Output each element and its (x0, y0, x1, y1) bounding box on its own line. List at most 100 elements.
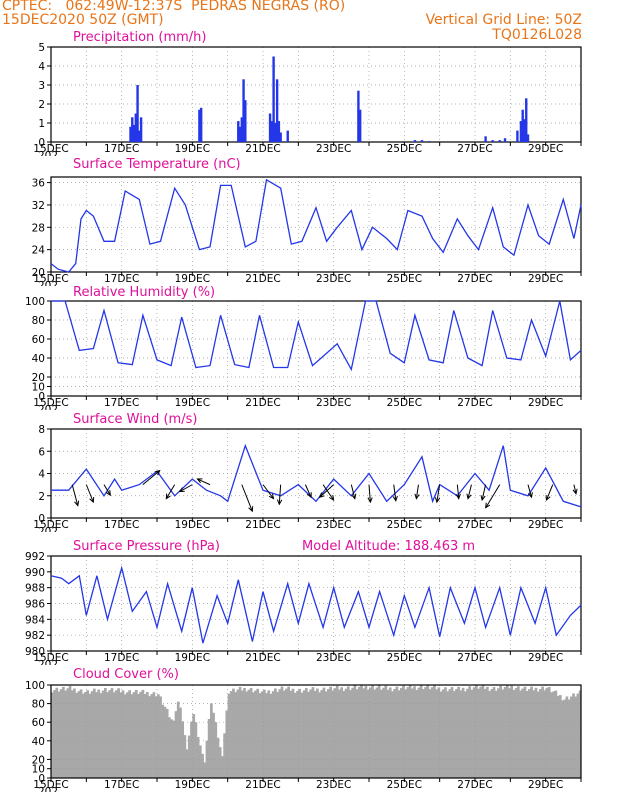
y-tick-label: 2 (38, 99, 45, 111)
y-tick-label: 32 (32, 200, 45, 212)
cloud-bar (218, 747, 222, 778)
cloud-bar (369, 687, 372, 778)
cloud-bar (117, 688, 120, 778)
y-tick-label: 24 (32, 245, 46, 257)
cloud-bar (249, 687, 253, 778)
cloud-bar (289, 690, 293, 778)
wind-arrow (241, 484, 253, 512)
y-tick-label: 4 (38, 61, 45, 73)
cloud-bar (353, 685, 357, 778)
cloud-bar (198, 745, 202, 778)
precip-bar (138, 130, 141, 142)
cloud-bar (430, 687, 434, 778)
y-tick-label: 20 (32, 372, 45, 384)
x-tick-label: 25DEC (387, 397, 422, 409)
x-tick-year-label: 202 (38, 280, 58, 292)
cloud-bar (216, 737, 220, 778)
cloud-bar (536, 691, 540, 778)
precip-bar (272, 56, 275, 142)
cloud-bar (497, 688, 500, 778)
cloud-bar (313, 690, 317, 778)
precip-bar (270, 121, 274, 142)
precip-bar (131, 117, 134, 142)
cloud-bar (278, 689, 282, 778)
cloud-bar (104, 687, 107, 778)
x-tick-label: 17DEC (104, 397, 139, 409)
precip-bar (240, 117, 243, 142)
cloud-bar (212, 712, 215, 778)
y-tick-label: 982 (25, 630, 45, 642)
wind-arrow (573, 484, 577, 494)
cloud-bar (355, 689, 359, 778)
cloud-bar (481, 685, 485, 778)
cloud-bar (397, 690, 401, 778)
x-tick-label: 15DEC (33, 397, 68, 409)
x-tick-label: 29DEC (528, 519, 563, 531)
cloud-bar (254, 690, 257, 778)
cloud-bar (437, 687, 441, 778)
precip-bar (516, 130, 519, 142)
cloud-bar (123, 694, 127, 778)
panel-frame (50, 428, 582, 519)
x-tick-label: 23DEC (316, 519, 351, 531)
cloud-bar (413, 686, 416, 778)
wind-arrow (319, 484, 335, 498)
wind-arrow-head (414, 493, 420, 500)
cloud-bar (410, 688, 414, 778)
wind-arrow-head (527, 492, 533, 499)
cloud-bar (373, 689, 377, 778)
y-tick-label: 8 (38, 424, 45, 436)
cloud-bar (203, 762, 207, 778)
cloud-bar (545, 687, 549, 778)
precip-bar (413, 140, 417, 142)
cloud-bar (499, 685, 502, 778)
cloud-bar (563, 699, 567, 778)
cloud-bar (371, 685, 374, 778)
panel-1: Surface Temperature (nC) 20 24 28 32 36 15DEC 1… (32, 157, 582, 292)
cloud-bar (274, 688, 277, 778)
y-tick-label: 60 (32, 334, 45, 346)
cloud-bar (461, 687, 465, 778)
cloud-bar (196, 737, 200, 778)
cloud-bar (402, 685, 405, 778)
x-tick-label: 21DEC (245, 519, 280, 531)
wind-arrow-head (367, 497, 373, 504)
x-tick-label: 19DEC (175, 652, 210, 664)
cloud-bar (232, 688, 235, 778)
cloud-bar (302, 690, 306, 778)
cloud-bar (523, 686, 527, 778)
y-tick-label: 28 (32, 222, 45, 234)
cloud-bar (550, 692, 553, 778)
cloud-bar (176, 701, 180, 778)
x-tick-label: 21DEC (245, 143, 280, 155)
cloud-bar (455, 688, 458, 778)
cloud-bar (475, 685, 478, 778)
x-tick-year-label: 202 (38, 526, 58, 538)
x-tick-label: 29DEC (528, 143, 563, 155)
cloud-bar (395, 686, 399, 778)
cloud-bar (457, 686, 461, 778)
wind-arrow (197, 478, 211, 486)
cloud-bar (492, 687, 496, 778)
cloud-bar (234, 692, 237, 778)
cloud-bar (139, 691, 143, 778)
cloud-bar (444, 687, 447, 778)
cloud-bar (366, 689, 370, 778)
precip-bar (484, 136, 487, 142)
cloud-bar (285, 688, 288, 778)
x-tick-label: 21DEC (245, 652, 280, 664)
y-tick-label: 80 (32, 315, 45, 327)
cloud-bar (329, 686, 332, 778)
panel-frame (50, 684, 582, 779)
cloud-bar (552, 691, 555, 778)
x-tick-label: 21DEC (245, 397, 280, 409)
x-tick-label: 27DEC (457, 397, 492, 409)
cloud-bar (97, 689, 101, 778)
cloud-bar (86, 690, 90, 778)
y-tick-label: 990 (25, 567, 45, 579)
cloud-bar (185, 749, 189, 778)
cloud-bar (576, 693, 580, 778)
y-tick-label: 36 (32, 178, 46, 190)
wind-arrow-head (268, 493, 275, 500)
cloud-bar (137, 693, 140, 778)
